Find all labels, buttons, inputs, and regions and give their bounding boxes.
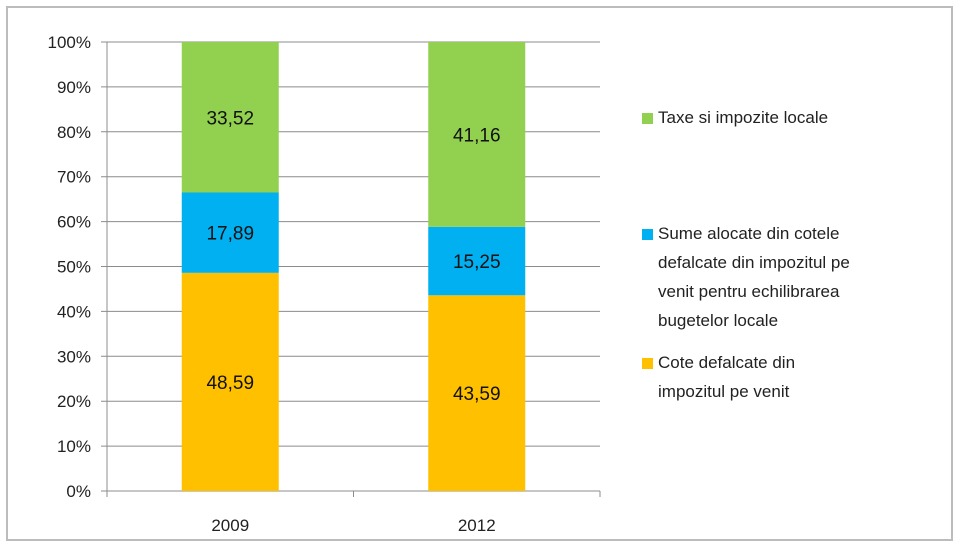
y-tick-label: 50% <box>57 258 91 277</box>
bar-segment <box>428 42 526 227</box>
y-tick-label: 40% <box>57 302 91 321</box>
x-tick-label: 2009 <box>211 516 249 535</box>
legend-swatch <box>642 358 653 369</box>
bar-segment <box>428 295 526 491</box>
y-tick-label: 30% <box>57 347 91 366</box>
legend-label: Taxe si impozite locale <box>658 108 828 127</box>
data-label: 33,52 <box>206 108 254 129</box>
legend-label: Sume alocate din cotele <box>658 224 839 243</box>
y-tick-label: 70% <box>57 168 91 187</box>
legend-label: impozitul pe venit <box>658 382 790 401</box>
y-tick-label: 80% <box>57 123 91 142</box>
data-label: 17,89 <box>206 224 254 245</box>
y-tick-label: 20% <box>57 392 91 411</box>
legend-swatch <box>642 229 653 240</box>
bar-segment <box>181 272 279 491</box>
legend-label: defalcate din impozitul pe <box>658 253 850 272</box>
legend-label: Cote defalcate din <box>658 353 795 372</box>
bar-segment <box>428 226 526 296</box>
data-label: 41,16 <box>453 125 501 146</box>
legend-label: bugetelor locale <box>658 311 778 330</box>
y-tick-label: 10% <box>57 437 91 456</box>
x-tick-label: 2012 <box>458 516 496 535</box>
data-label: 43,59 <box>453 384 501 405</box>
legend-swatch <box>642 113 653 124</box>
y-tick-label: 100% <box>48 33 91 52</box>
legend-label: venit pentru echilibrarea <box>658 282 840 301</box>
bar-segment <box>181 42 279 193</box>
data-label: 15,25 <box>453 252 501 273</box>
y-tick-label: 90% <box>57 78 91 97</box>
y-tick-label: 60% <box>57 213 91 232</box>
bar-segment <box>181 192 279 273</box>
data-label: 48,59 <box>206 373 254 394</box>
y-tick-label: 0% <box>66 482 91 501</box>
